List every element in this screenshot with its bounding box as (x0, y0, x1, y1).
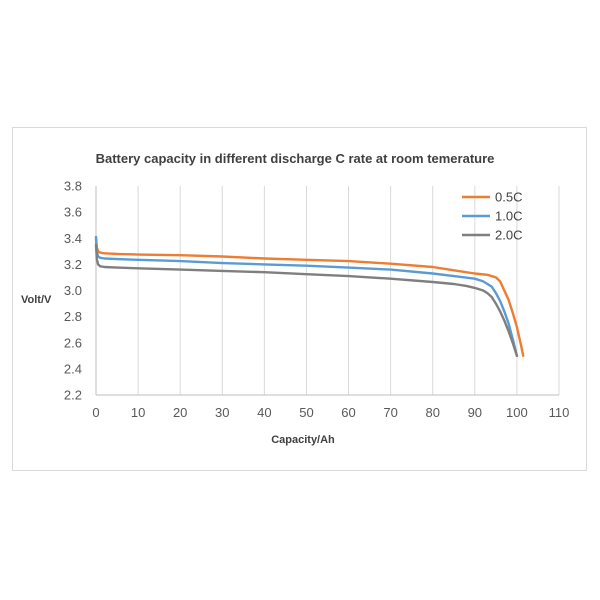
y-tick-2.2: 2.2 (64, 388, 82, 403)
legend-label-0.5C: 0.5C (495, 190, 522, 205)
y-tick-3.4: 3.4 (64, 231, 82, 246)
y-tick-3.8: 3.8 (64, 179, 82, 194)
legend: 0.5C 1.0C 2.0C (462, 190, 522, 243)
x-tick-0: 0 (92, 405, 99, 420)
grid-lines (137, 186, 560, 395)
chart-frame (12, 127, 587, 471)
y-tick-2.4: 2.4 (64, 361, 82, 376)
x-tick-90: 90 (468, 405, 482, 420)
x-tick-10: 10 (131, 405, 145, 420)
legend-label-1.0C: 1.0C (495, 209, 522, 224)
y-tick-3.6: 3.6 (64, 205, 82, 220)
series-line-2.0C (94, 243, 519, 357)
legend-label-2.0C: 2.0C (495, 228, 522, 243)
axes (95, 186, 559, 396)
x-axis-label: Capacity/Ah (271, 434, 335, 446)
x-tick-100: 100 (506, 405, 528, 420)
x-tick-60: 60 (341, 405, 355, 420)
x-tick-labels: 0 10 20 30 40 50 60 70 80 90 100 110 (92, 405, 569, 420)
x-tick-20: 20 (173, 405, 187, 420)
series-line-1.0C (94, 235, 519, 357)
x-tick-110: 110 (549, 405, 570, 420)
y-tick-2.8: 2.8 (64, 309, 82, 324)
x-tick-50: 50 (299, 405, 313, 420)
chart-title: Battery capacity in different discharge … (96, 151, 495, 166)
y-tick-3.0: 3.0 (64, 283, 82, 298)
series-line-0.5C (94, 237, 525, 357)
y-tick-labels: 2.2 2.4 2.6 2.8 3.0 3.2 3.4 3.6 3.8 (64, 179, 82, 403)
x-tick-80: 80 (425, 405, 439, 420)
x-tick-30: 30 (215, 405, 229, 420)
y-axis-label: Volt/V (21, 294, 52, 306)
series-lines (94, 235, 525, 357)
x-tick-40: 40 (257, 405, 271, 420)
y-tick-3.2: 3.2 (64, 257, 82, 272)
x-tick-70: 70 (383, 405, 397, 420)
y-tick-2.6: 2.6 (64, 335, 82, 350)
